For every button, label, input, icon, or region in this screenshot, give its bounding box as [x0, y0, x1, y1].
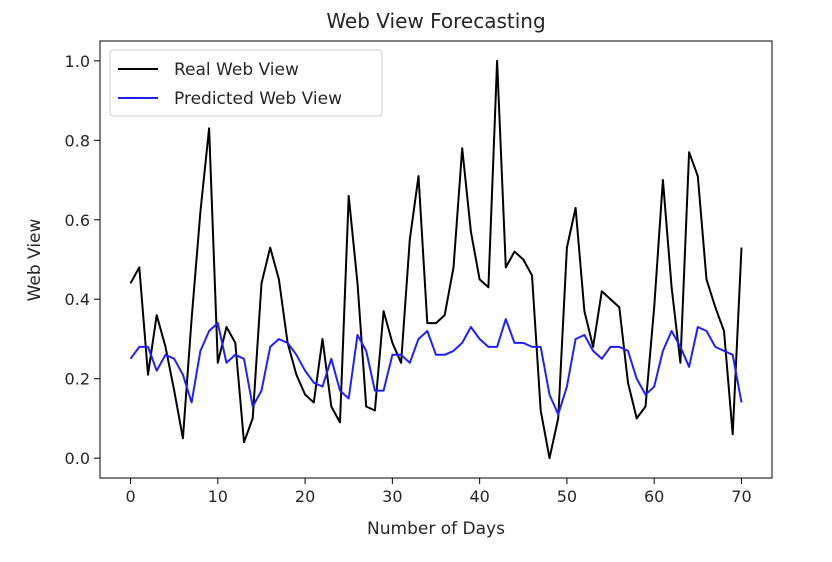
chart-title: Web View Forecasting: [326, 9, 545, 33]
x-tick-label: 50: [557, 487, 577, 506]
y-tick-label: 0.4: [65, 290, 90, 309]
x-axis-ticks: 0 10 20 30 40 50 60 70: [125, 478, 752, 506]
y-axis-label: Web View: [25, 219, 45, 302]
x-axis-label: Number of Days: [367, 519, 505, 539]
series-line-real: [129, 59, 743, 460]
y-tick-label: 0.2: [65, 370, 90, 389]
y-axis-ticks: 0.0 0.2 0.4 0.6 0.8 1.0: [65, 52, 100, 468]
x-tick-label: 20: [295, 487, 315, 506]
x-tick-label: 10: [208, 487, 228, 506]
legend-label-predicted: Predicted Web View: [174, 89, 342, 109]
plot-frame: [99, 40, 773, 479]
y-tick-label: 0.0: [65, 449, 90, 468]
x-tick-label: 30: [382, 487, 402, 506]
x-tick-label: 70: [731, 487, 751, 506]
x-tick-label: 60: [644, 487, 664, 506]
y-tick-label: 1.0: [65, 52, 90, 71]
legend-box: [109, 49, 383, 117]
series-line-predicted: [129, 318, 743, 416]
plot-lines: [129, 59, 743, 460]
legend-label-real: Real Web View: [174, 60, 299, 80]
legend: Real Web View Predicted Web View: [109, 49, 383, 117]
y-tick-label: 0.8: [65, 131, 90, 150]
y-tick-label: 0.6: [65, 211, 90, 230]
x-tick-label: 0: [125, 487, 135, 506]
x-tick-label: 40: [469, 487, 489, 506]
